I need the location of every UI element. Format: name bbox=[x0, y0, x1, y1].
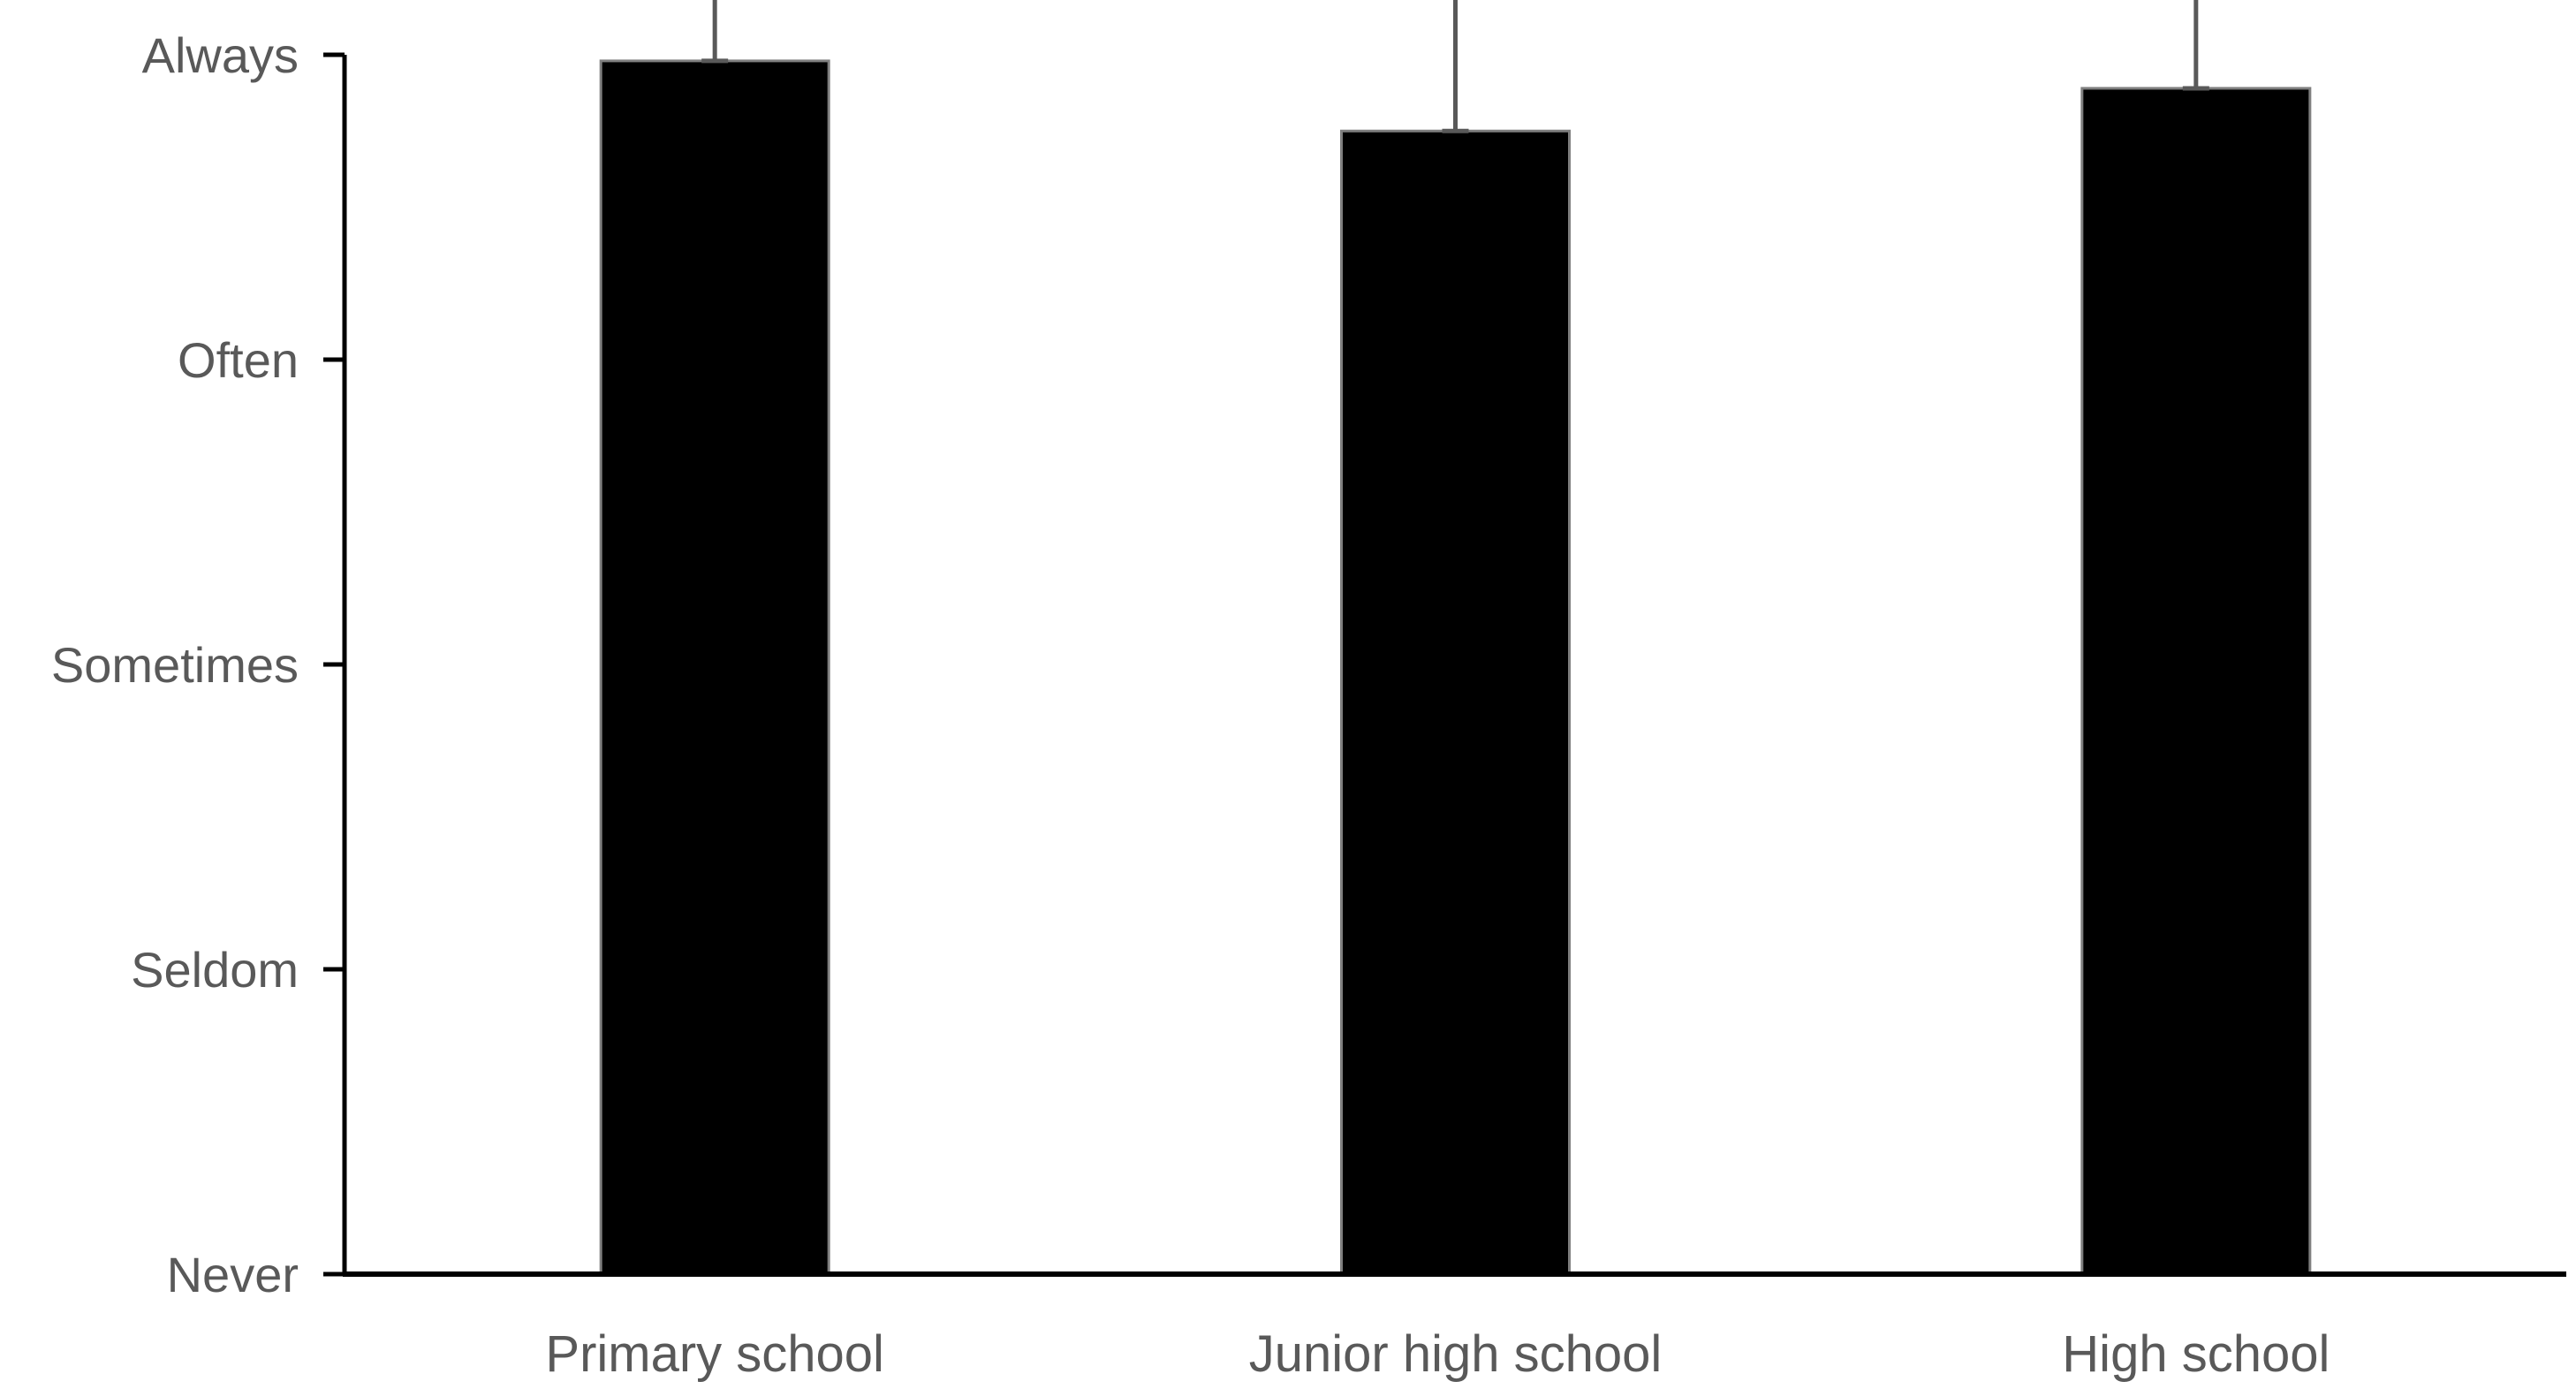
bars-group bbox=[599, 59, 2312, 1276]
y-tick-label: Seldom bbox=[131, 942, 299, 998]
x-tick-label: High school bbox=[2062, 1325, 2330, 1383]
x-labels-group: Primary school Junior high school High sch… bbox=[545, 1325, 2330, 1383]
x-tick-label: Primary school bbox=[545, 1325, 884, 1383]
y-tick-label: Often bbox=[178, 332, 299, 388]
x-tick-label: Junior high school bbox=[1249, 1325, 1663, 1383]
y-tick-label: Never bbox=[167, 1247, 299, 1302]
bar bbox=[599, 59, 830, 1276]
bar bbox=[2080, 87, 2312, 1276]
y-tick-label: Always bbox=[142, 27, 299, 83]
y-tick-label: Sometimes bbox=[51, 637, 299, 693]
y-ticks-group: Never Seldom Sometimes Often Always bbox=[51, 27, 345, 1302]
error-bars-group bbox=[701, 0, 2209, 133]
bar bbox=[1340, 129, 1571, 1276]
